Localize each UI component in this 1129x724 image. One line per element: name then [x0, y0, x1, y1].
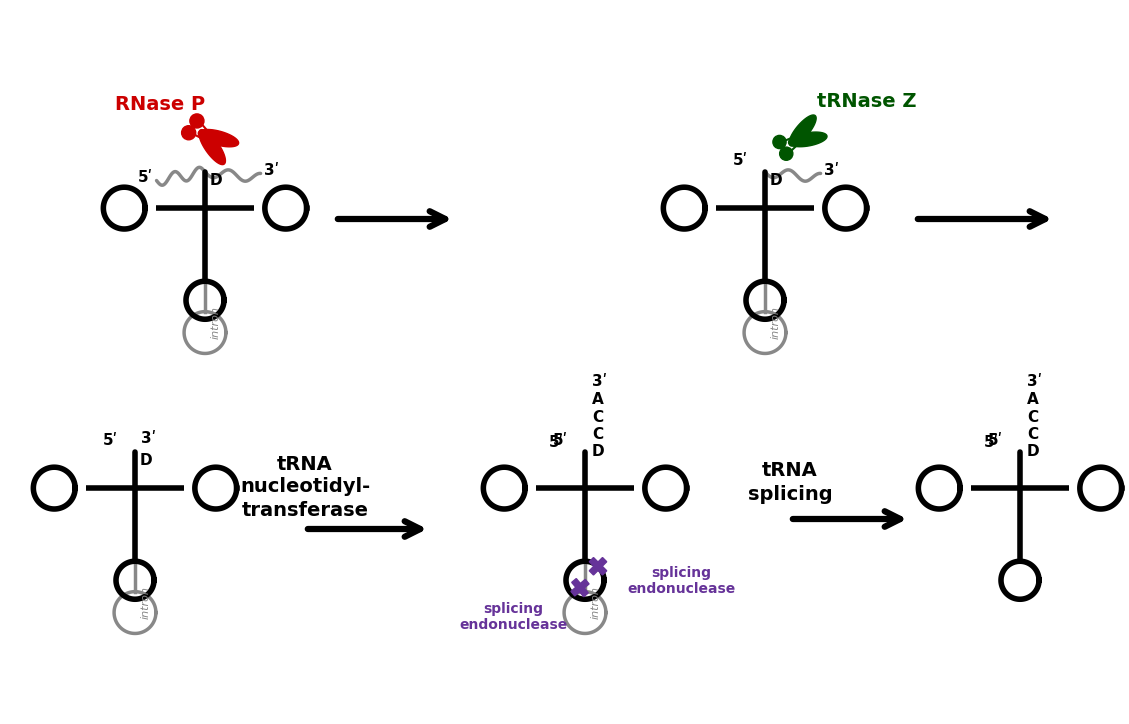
Polygon shape — [571, 579, 589, 596]
Text: 5ʹ: 5ʹ — [549, 435, 564, 450]
Text: C: C — [1027, 427, 1039, 442]
Text: 5ʹ: 5ʹ — [983, 435, 999, 450]
Text: 5ʹ: 5ʹ — [733, 153, 747, 168]
Text: splicing
endonuclease: splicing endonuclease — [458, 602, 567, 632]
Polygon shape — [789, 115, 816, 146]
Text: transferase: transferase — [242, 502, 368, 521]
Text: C: C — [592, 410, 603, 424]
Text: 3ʹ: 3ʹ — [824, 163, 840, 178]
Text: tRNase Z: tRNase Z — [817, 93, 917, 111]
Polygon shape — [589, 557, 606, 575]
Text: intron: intron — [771, 306, 780, 339]
Text: 3ʹ: 3ʹ — [592, 374, 607, 390]
Text: intron: intron — [590, 586, 601, 619]
Text: D: D — [140, 453, 152, 468]
Text: splicing: splicing — [747, 484, 832, 503]
Text: 3ʹ: 3ʹ — [264, 163, 280, 178]
Text: splicing
endonuclease: splicing endonuclease — [627, 566, 735, 597]
Text: D: D — [592, 445, 605, 460]
Circle shape — [773, 135, 786, 148]
Polygon shape — [589, 557, 606, 575]
Text: tRNA: tRNA — [277, 455, 333, 473]
Text: 3ʹ: 3ʹ — [1027, 374, 1042, 390]
Text: A: A — [592, 392, 604, 407]
Circle shape — [780, 147, 793, 160]
Circle shape — [190, 114, 204, 128]
Text: D: D — [210, 173, 222, 188]
Text: RNase P: RNase P — [115, 95, 205, 114]
Text: D: D — [770, 173, 782, 188]
Circle shape — [182, 126, 195, 140]
Text: 5ʹ: 5ʹ — [138, 170, 152, 185]
Text: C: C — [1027, 410, 1039, 424]
Polygon shape — [199, 130, 238, 147]
Text: 5ʹ: 5ʹ — [988, 433, 1003, 448]
Text: intron: intron — [141, 586, 150, 619]
Text: 5ʹ: 5ʹ — [553, 433, 568, 448]
Polygon shape — [571, 578, 588, 597]
Text: intron: intron — [211, 306, 220, 339]
Text: A: A — [1027, 392, 1039, 407]
Polygon shape — [199, 130, 226, 164]
Text: 3ʹ: 3ʹ — [141, 432, 156, 446]
Polygon shape — [788, 132, 828, 147]
Text: tRNA: tRNA — [762, 461, 817, 481]
Text: 5ʹ: 5ʹ — [103, 433, 117, 448]
Text: D: D — [1027, 445, 1040, 460]
Text: nucleotidyl-: nucleotidyl- — [240, 478, 370, 497]
Text: C: C — [592, 427, 603, 442]
